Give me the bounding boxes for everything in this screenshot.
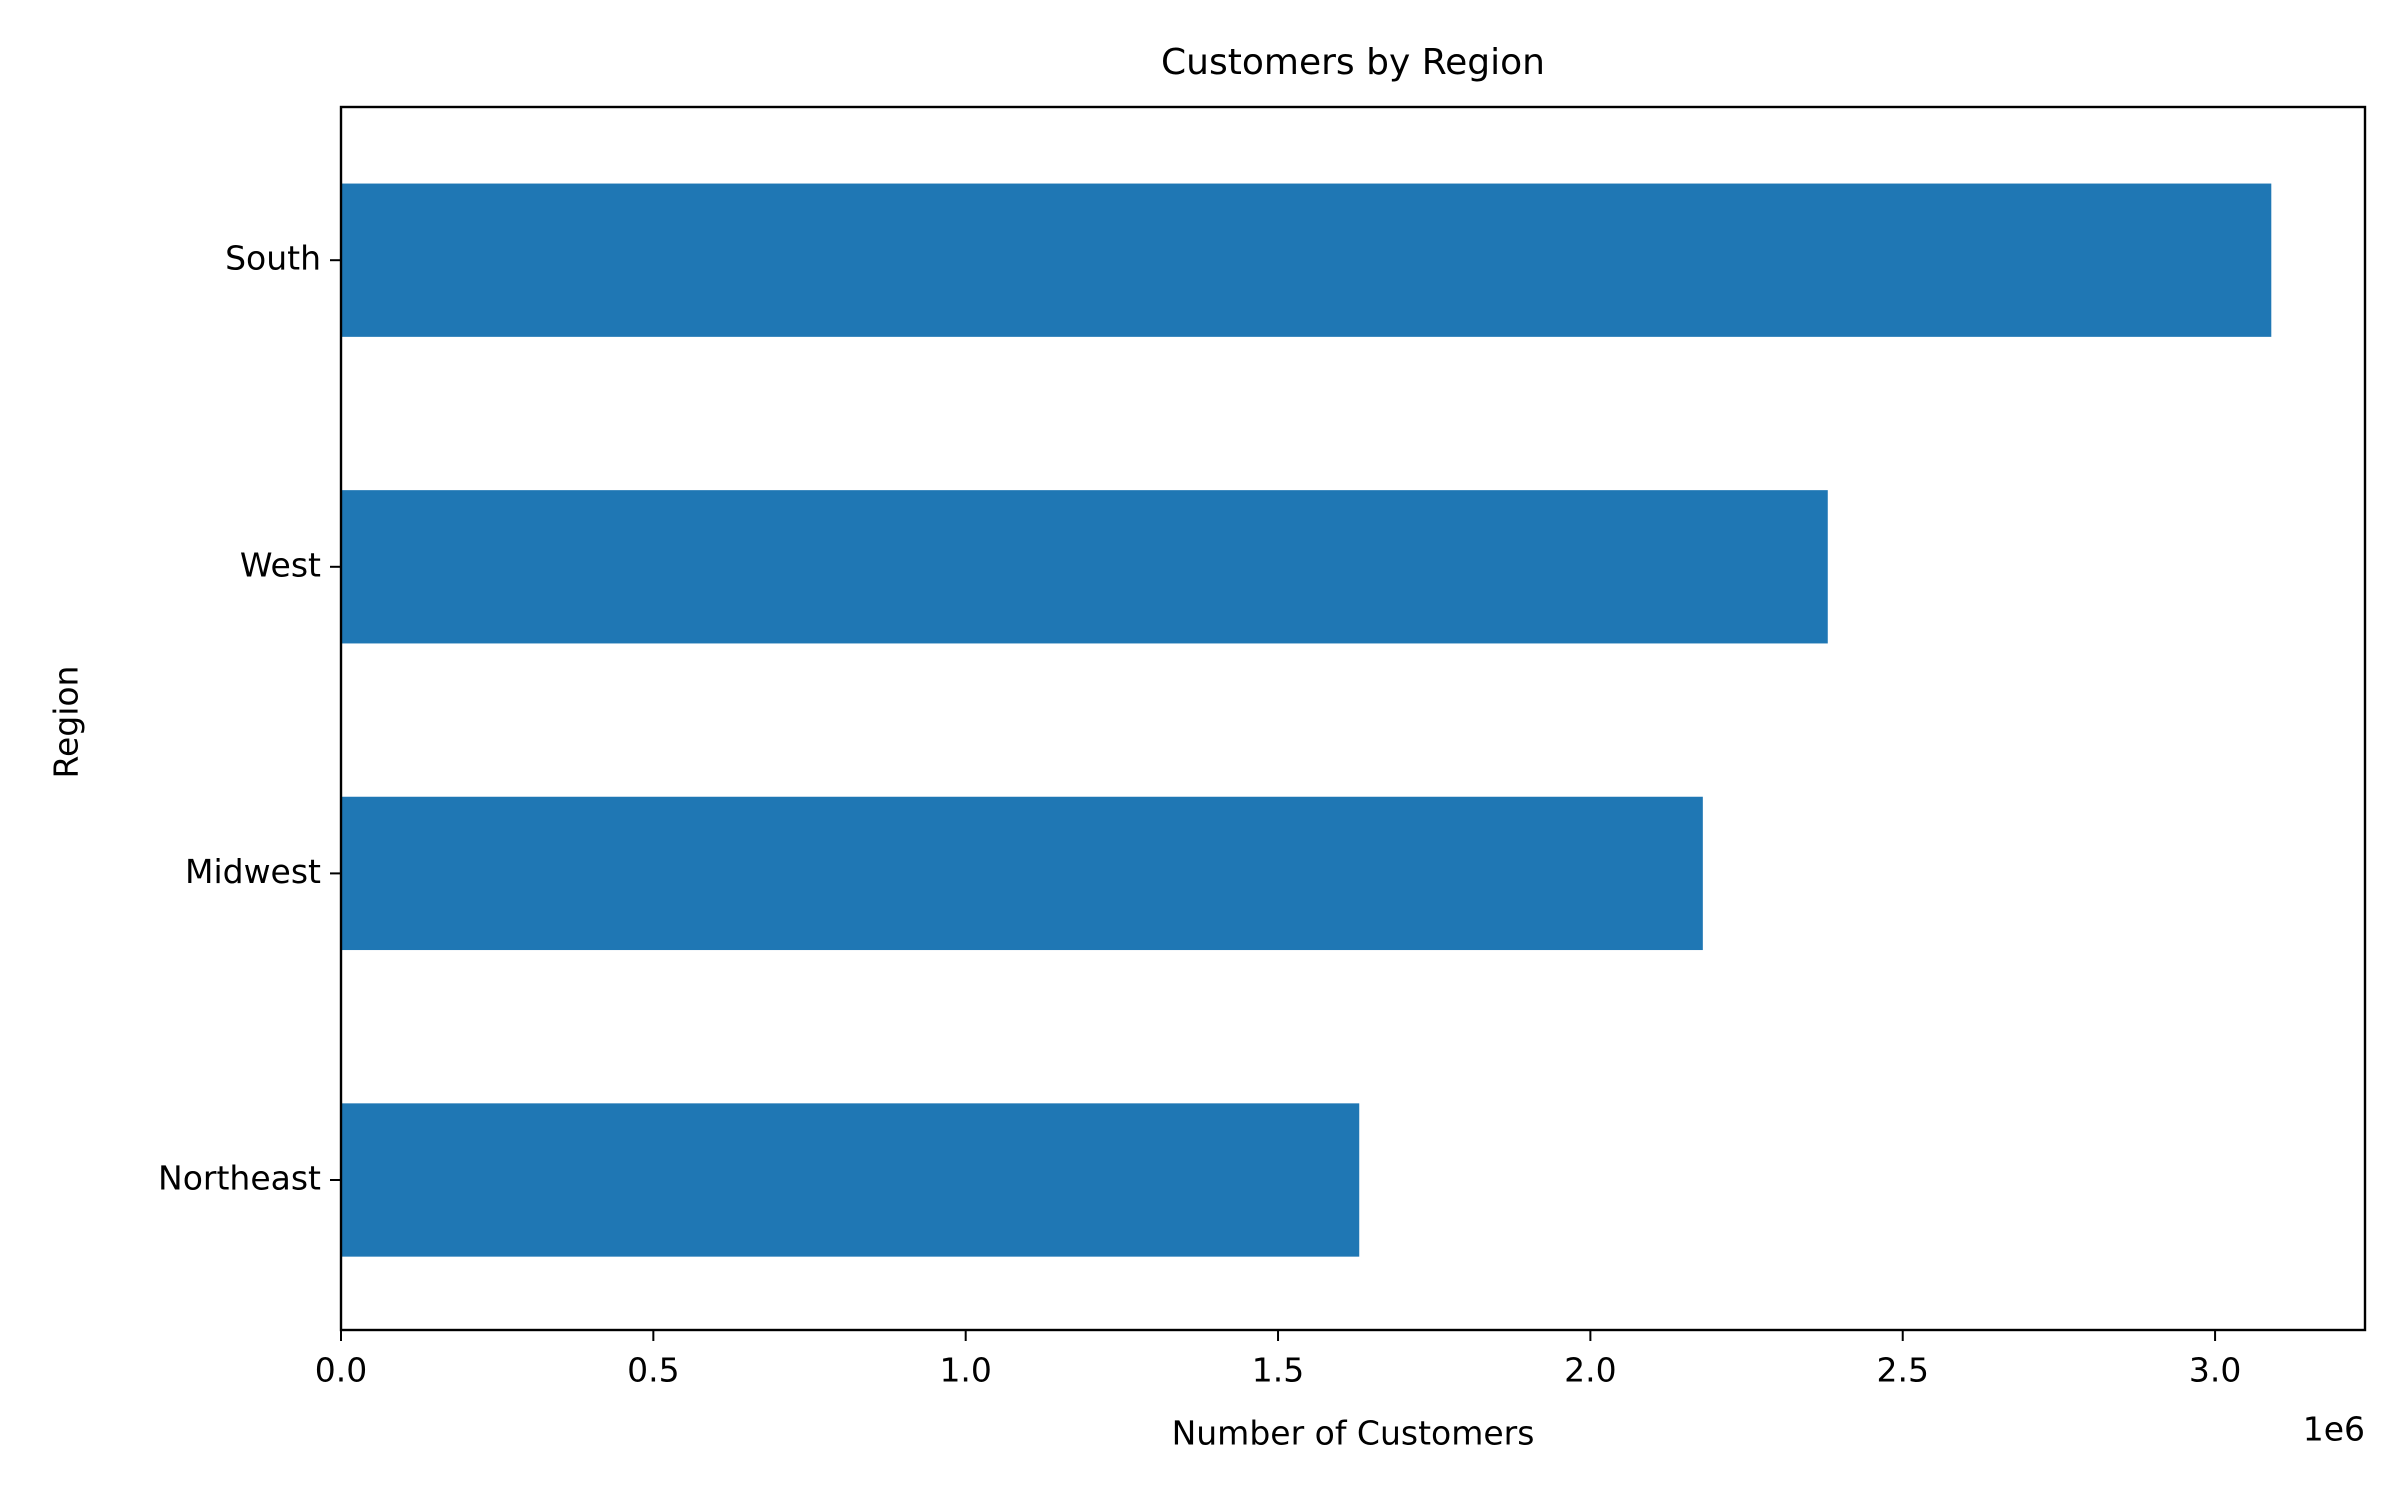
bar-south (341, 183, 2272, 337)
x-tick-label: 1.0 (939, 1351, 991, 1390)
bar-west (341, 490, 1828, 644)
y-tick-label: Northeast (158, 1159, 321, 1198)
bar-midwest (341, 796, 1703, 951)
x-axis: 0.0 0.5 1.0 1.5 2.0 2.5 3.0 (315, 1330, 2241, 1390)
y-axis-label: Region (47, 666, 86, 779)
y-axis: Northeast Midwest West South (158, 239, 341, 1198)
bars-group (341, 183, 2272, 1257)
x-tick-label: 1.5 (1252, 1351, 1304, 1390)
y-tick-label: South (225, 239, 321, 278)
x-axis-label: Number of Customers (1172, 1414, 1535, 1453)
plot-frame (339, 105, 2367, 1332)
y-tick-label: West (240, 545, 321, 584)
chart-title: Customers by Region (1161, 42, 1545, 83)
x-tick-label: 0.0 (315, 1351, 367, 1390)
y-tick-label: Midwest (185, 852, 321, 891)
x-tick-label: 2.0 (1564, 1351, 1616, 1390)
x-tick-label: 0.5 (627, 1351, 679, 1390)
x-tick-label: 3.0 (2189, 1351, 2241, 1390)
x-axis-offset-label: 1e6 (2303, 1410, 2365, 1449)
x-tick-label: 2.5 (1876, 1351, 1928, 1390)
bar-northeast (341, 1103, 1360, 1257)
